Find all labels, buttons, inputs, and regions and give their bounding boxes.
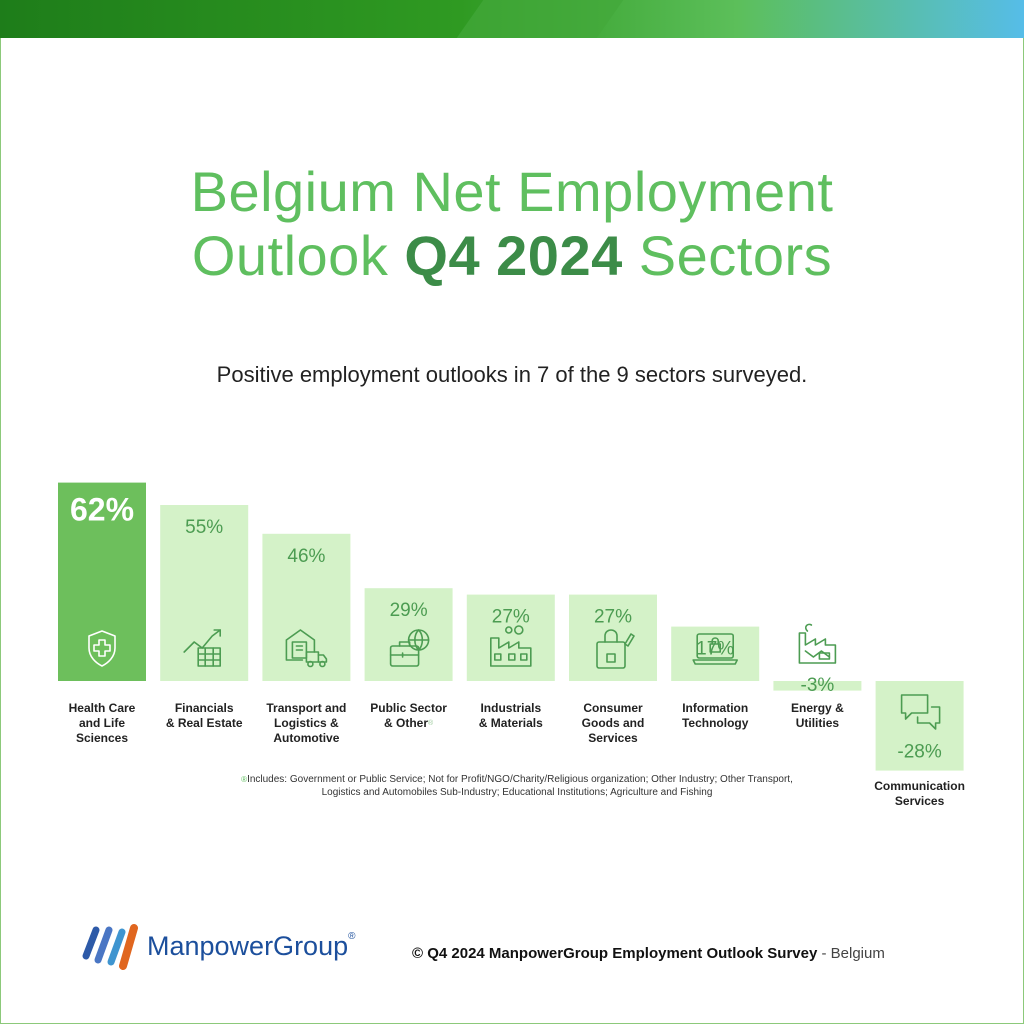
- data-label: 46%: [287, 546, 325, 567]
- laptop-lock-icon: [692, 633, 739, 665]
- chart-growth-icon: [183, 629, 221, 667]
- footnote-marker: ®: [241, 775, 248, 784]
- title-line-1: Belgium Net Employment: [190, 160, 834, 223]
- bar: [58, 482, 146, 681]
- footnote-marker: ®: [428, 720, 434, 727]
- bar: [569, 594, 657, 681]
- subtitle: Positive employment outlooks in 7 of the…: [216, 362, 808, 387]
- data-label: 27%: [594, 607, 632, 628]
- category-label: Industrials & Materials: [478, 701, 543, 730]
- footnote-text: Includes: Government or Public Service; …: [247, 774, 793, 798]
- warehouse-truck-icon: [285, 629, 328, 668]
- category-label: Transport and Logistics & Automotive: [266, 701, 347, 745]
- briefcase-globe-icon: [389, 629, 430, 667]
- category-label: Consumer Goods and Services: [581, 701, 645, 745]
- bar: [773, 681, 862, 691]
- category-label: Energy & Utilities: [791, 701, 844, 730]
- category-label: Communication Services: [874, 778, 965, 808]
- data-label: 27%: [492, 607, 530, 628]
- bar: [160, 505, 249, 681]
- shopping-bag-icon: [596, 629, 635, 669]
- title-quarter: Q4 2024: [404, 224, 623, 287]
- header-gradient-bar: [0, 0, 1024, 38]
- data-label: 29%: [390, 600, 428, 621]
- copyright-region: - Belgium: [821, 945, 885, 962]
- factory-icon: [489, 625, 532, 667]
- logo-text: ManpowerGroup®: [147, 931, 355, 962]
- data-label: 17%: [696, 639, 734, 660]
- data-label: -3%: [801, 675, 835, 696]
- footnote: ®Includes: Government or Public Service;…: [222, 773, 812, 799]
- category-label: Health Care and Life Sciences: [68, 701, 136, 745]
- bar: [875, 681, 964, 771]
- category-label: Financials & Real Estate: [165, 701, 243, 730]
- data-label: -28%: [897, 742, 941, 763]
- logo-mark-icon: [82, 924, 138, 970]
- bar: [671, 626, 760, 681]
- manpowergroup-logo: [82, 924, 138, 970]
- category-label: Public Sector & Other®: [370, 701, 447, 730]
- data-label: 62%: [70, 492, 134, 528]
- copyright: © Q4 2024 ManpowerGroup Employment Outlo…: [412, 945, 885, 962]
- title-line-2: Outlook Q4 2024 Sectors: [0, 224, 1024, 288]
- page-title: Belgium Net Employment Outlook Q4 2024 S…: [0, 160, 1024, 288]
- copyright-source: © Q4 2024 ManpowerGroup Employment Outlo…: [412, 945, 818, 962]
- power-plant-icon: [798, 623, 837, 664]
- category-label: Information Technology: [681, 701, 749, 730]
- logo-name: ManpowerGroup: [147, 931, 349, 961]
- chat-bubbles-icon: [900, 694, 941, 730]
- data-label: 55%: [185, 517, 223, 538]
- shield-cross-icon: [88, 630, 116, 667]
- logo-trademark: ®: [348, 931, 356, 942]
- title-line-2-pre: Outlook: [191, 224, 389, 287]
- title-line-2-post: Sectors: [638, 224, 833, 287]
